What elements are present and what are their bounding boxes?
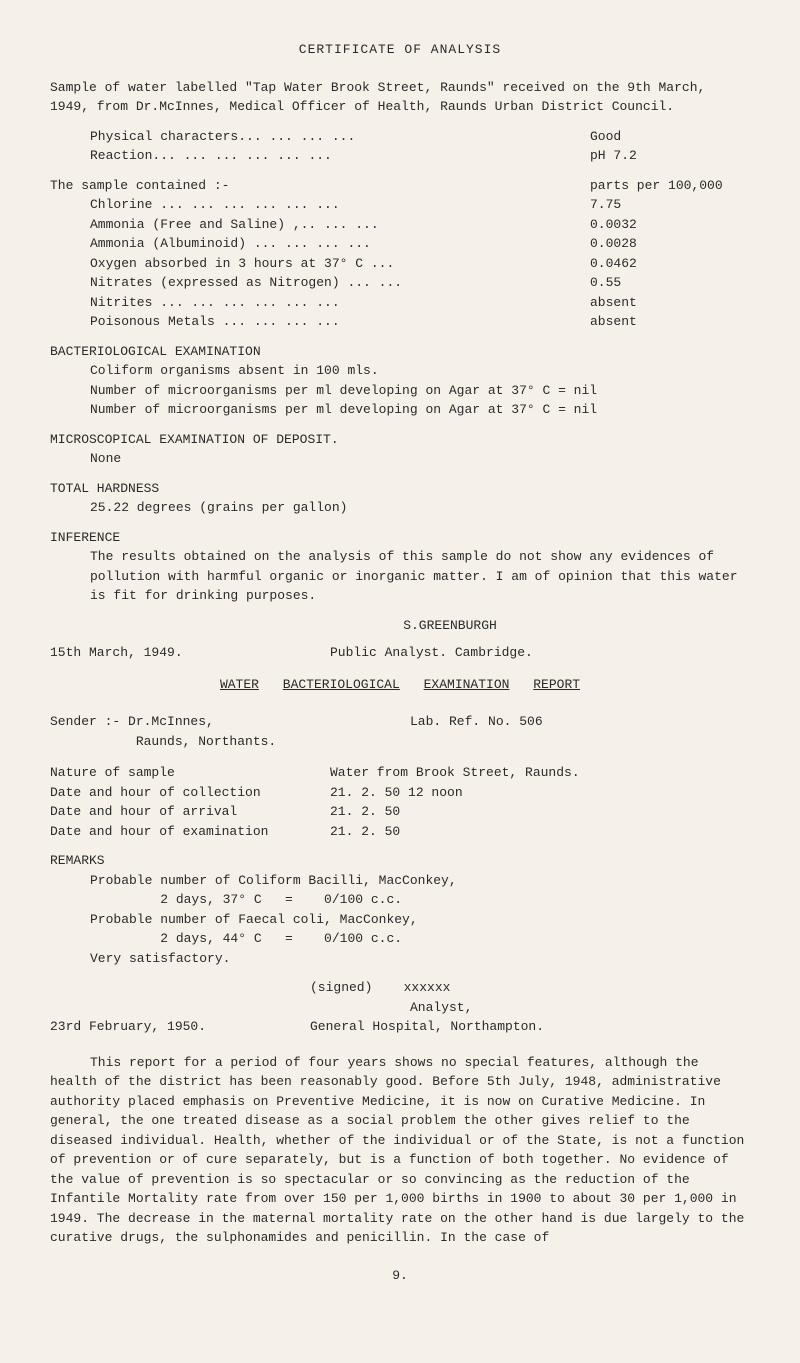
chlorine-value: 7.75 <box>590 195 750 215</box>
oxygen-value: 0.0462 <box>590 254 750 274</box>
bact-line3: Number of microorganisms per ml developi… <box>90 400 750 420</box>
ammonia-alb-value: 0.0028 <box>590 234 750 254</box>
contained-head-row: The sample contained :- parts per 100,00… <box>50 176 750 196</box>
sig1-title: Public Analyst. Cambridge. <box>330 643 533 663</box>
signature-row-2: 23rd February, 1950. General Hospital, N… <box>50 1017 750 1037</box>
contained-head-val: parts per 100,000 <box>590 176 750 196</box>
nature-r1: Water from Brook Street, Raunds. <box>330 763 580 783</box>
hardness-line: 25.22 degrees (grains per gallon) <box>90 498 750 518</box>
poison-value: absent <box>590 312 750 332</box>
inference-head: INFERENCE <box>50 528 750 548</box>
oxygen-label: Oxygen absorbed in 3 hours at 37° C ... <box>90 254 394 274</box>
remarks-l5: Very satisfactory. <box>90 949 750 969</box>
sender-left1: Sender :- Dr.McInnes, <box>50 712 410 732</box>
nature-r2: 21. 2. 50 12 noon <box>330 783 463 803</box>
table-row: Ammonia (Free and Saline) ,.. ... ... 0.0… <box>90 215 750 235</box>
chlorine-label: Chlorine ... ... ... ... ... ... <box>90 195 340 215</box>
nitrates-label: Nitrates (expressed as Nitrogen) ... ... <box>90 273 402 293</box>
signed-analyst: Analyst, <box>410 998 750 1018</box>
ammonia-free-value: 0.0032 <box>590 215 750 235</box>
bact-exam-head: BACTERIOLOGICAL EXAMINATION <box>50 342 750 362</box>
nature-l4: Date and hour of examination <box>50 822 330 842</box>
greenburgh-sig: S.GREENBURGH <box>150 616 750 636</box>
nature-row: Date and hour of collection21. 2. 50 12 … <box>50 783 750 803</box>
dots: ... ... ... ... ... ... <box>152 146 590 166</box>
ammonia-free-label: Ammonia (Free and Saline) ,.. ... ... <box>90 215 379 235</box>
table-row: Nitrites ... ... ... ... ... ... absent <box>90 293 750 313</box>
intro-paragraph: Sample of water labelled "Tap Water Broo… <box>50 78 750 117</box>
micro-line: None <box>90 449 750 469</box>
page-number: 9. <box>50 1266 750 1286</box>
nature-row: Date and hour of arrival21. 2. 50 <box>50 802 750 822</box>
sig2-date: 23rd February, 1950. <box>50 1017 310 1037</box>
sender-right: Lab. Ref. No. 506 <box>410 712 543 751</box>
reaction-row: Reaction ... ... ... ... ... ... pH 7.2 <box>90 146 750 166</box>
hardness-head: TOTAL HARDNESS <box>50 479 750 499</box>
final-paragraph: This report for a period of four years s… <box>50 1053 750 1248</box>
report2-exam: EXAMINATION <box>424 677 510 692</box>
nature-l3: Date and hour of arrival <box>50 802 330 822</box>
signed-label: (signed) xxxxxx <box>310 978 750 998</box>
remarks-head: REMARKS <box>50 851 750 871</box>
sender-left2: Raunds, Northants. <box>50 732 410 752</box>
inference-para: The results obtained on the analysis of … <box>90 547 750 606</box>
report2-report: REPORT <box>533 677 580 692</box>
remarks-l4: 2 days, 44° C = 0/100 c.c. <box>90 929 750 949</box>
sig2-hospital: General Hospital, Northampton. <box>310 1017 544 1037</box>
table-row: Nitrates (expressed as Nitrogen) ... ...… <box>90 273 750 293</box>
nature-row: Date and hour of examination21. 2. 50 <box>50 822 750 842</box>
report2-water: WATER <box>220 677 259 692</box>
table-row: Ammonia (Albuminoid) ... ... ... ... 0.00… <box>90 234 750 254</box>
physical-char-label: Physical characters <box>90 127 238 147</box>
table-row: Poisonous Metals ... ... ... ... absent <box>90 312 750 332</box>
sender-row: Sender :- Dr.McInnes, Raunds, Northants.… <box>50 712 750 751</box>
nature-l1: Nature of sample <box>50 763 330 783</box>
remarks-l2: 2 days, 37° C = 0/100 c.c. <box>90 890 750 910</box>
dots: ... ... ... ... <box>238 127 590 147</box>
nitrites-label: Nitrites ... ... ... ... ... ... <box>90 293 340 313</box>
ammonia-alb-label: Ammonia (Albuminoid) ... ... ... ... <box>90 234 371 254</box>
nature-row: Nature of sampleWater from Brook Street,… <box>50 763 750 783</box>
table-row: Oxygen absorbed in 3 hours at 37° C ... 0… <box>90 254 750 274</box>
nature-r3: 21. 2. 50 <box>330 802 400 822</box>
sig1-date: 15th March, 1949. <box>50 643 330 663</box>
poison-label: Poisonous Metals ... ... ... ... <box>90 312 340 332</box>
nature-l2: Date and hour of collection <box>50 783 330 803</box>
remarks-l1: Probable number of Coliform Bacilli, Mac… <box>90 871 750 891</box>
contained-head: The sample contained :- <box>50 176 229 196</box>
report2-title: WATER BACTERIOLOGICAL EXAMINATION REPORT <box>50 675 750 695</box>
remarks-l3: Probable number of Faecal coli, MacConke… <box>90 910 750 930</box>
bact-line2: Number of microorganisms per ml developi… <box>90 381 750 401</box>
physical-char-row: Physical characters ... ... ... ... Good <box>90 127 750 147</box>
doc-title: CERTIFICATE OF ANALYSIS <box>50 40 750 60</box>
micro-head: MICROSCOPICAL EXAMINATION OF DEPOSIT. <box>50 430 750 450</box>
signature-row-1: 15th March, 1949. Public Analyst. Cambri… <box>50 643 750 663</box>
reaction-value: pH 7.2 <box>590 146 750 166</box>
nitrites-value: absent <box>590 293 750 313</box>
nature-r4: 21. 2. 50 <box>330 822 400 842</box>
nitrates-value: 0.55 <box>590 273 750 293</box>
reaction-label: Reaction <box>90 146 152 166</box>
table-row: Chlorine ... ... ... ... ... ... 7.75 <box>90 195 750 215</box>
report2-bact: BACTERIOLOGICAL <box>283 677 400 692</box>
bact-line1: Coliform organisms absent in 100 mls. <box>90 361 750 381</box>
physical-char-value: Good <box>590 127 750 147</box>
